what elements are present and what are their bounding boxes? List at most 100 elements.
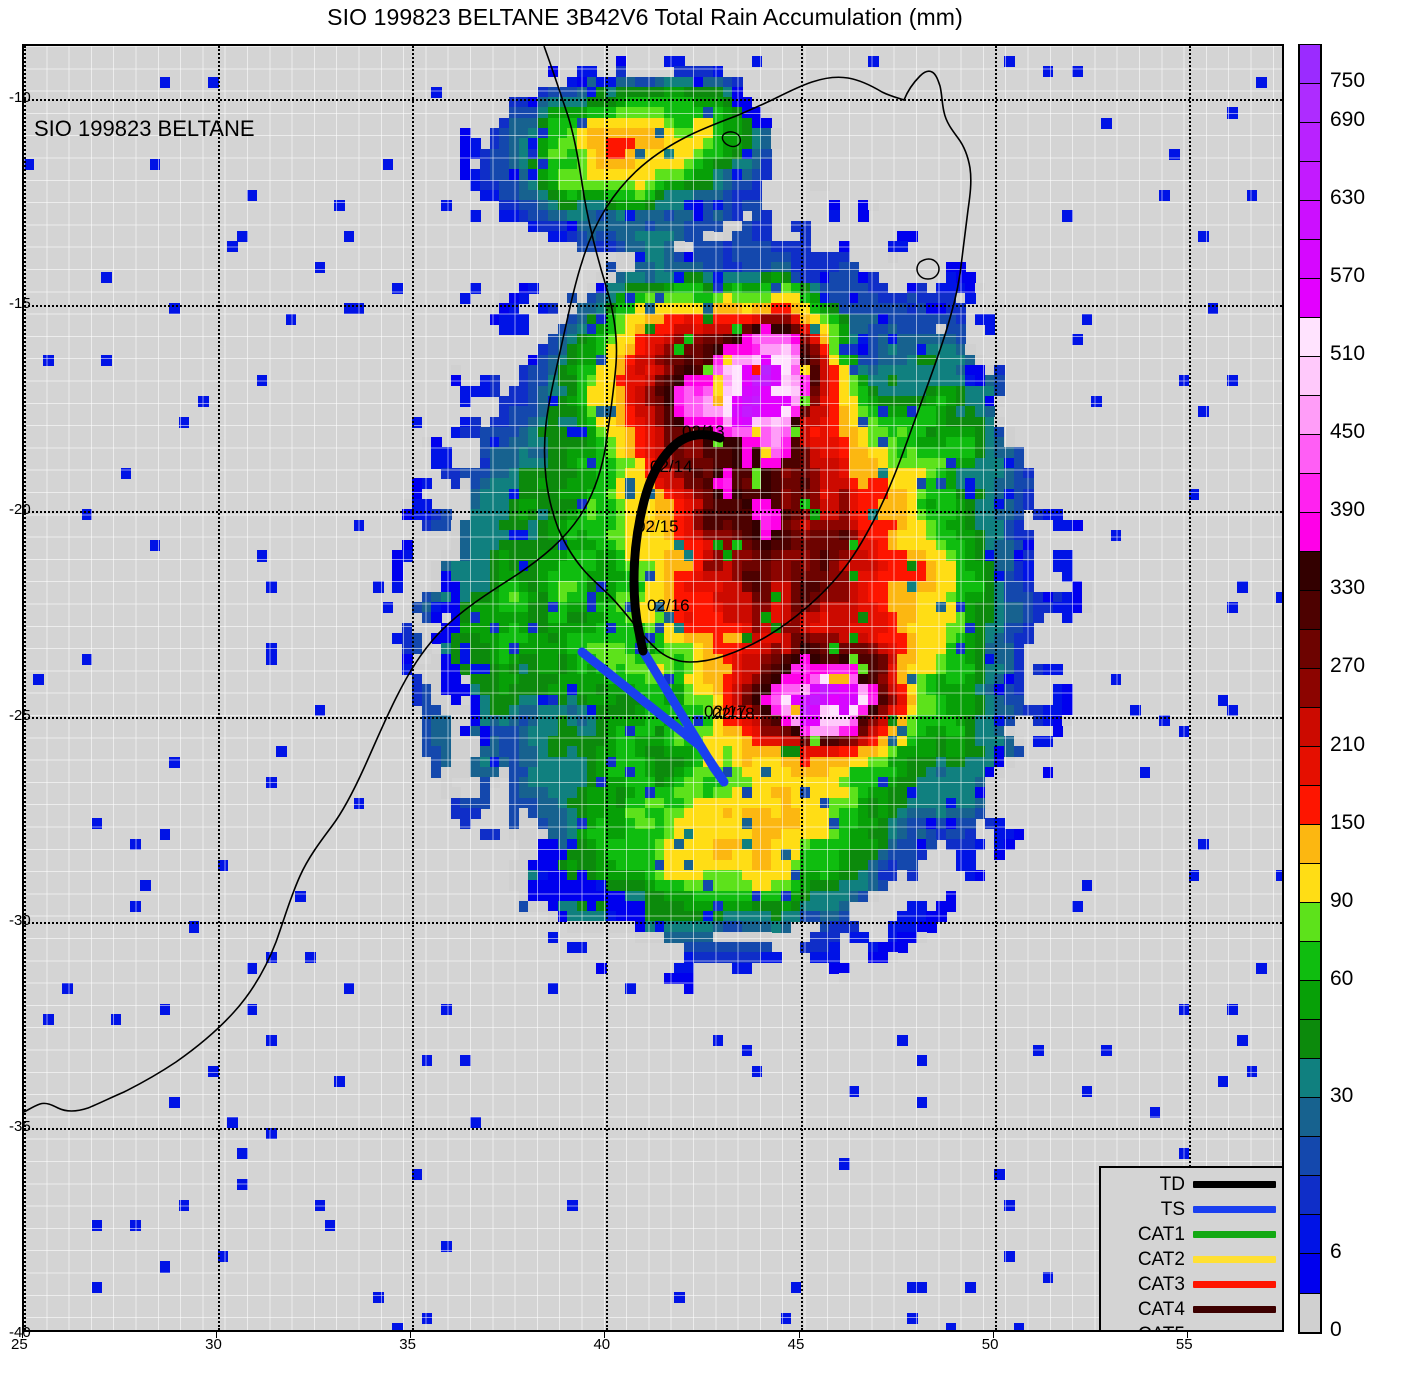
legend-item: CAT5 (1101, 1322, 1276, 1332)
track-date-label: 02/18 (712, 704, 755, 723)
x-tick (22, 1332, 23, 1338)
x-tick (410, 1332, 412, 1338)
x-tick (604, 1332, 606, 1338)
rainfall-grid (24, 46, 1282, 1330)
legend-item-label: CAT2 (1137, 1248, 1185, 1270)
colorbar-tick-label: 30 (1330, 1083, 1354, 1107)
legend-item-swatch (1193, 1256, 1276, 1263)
track-date-label: 02/17 (704, 702, 747, 721)
colorbar-swatch (1299, 1215, 1321, 1255)
y-tick-label: -40 (9, 1324, 31, 1341)
y-tick-label: -35 (9, 1118, 31, 1136)
legend-item-label: CAT5 (1101, 1324, 1193, 1331)
colorbar-swatch (1299, 942, 1321, 982)
colorbar-swatch (1299, 84, 1321, 124)
colorbar-swatch (1299, 825, 1321, 865)
colorbar-tick-label: 0 (1330, 1318, 1342, 1341)
colorbar-swatch (1299, 669, 1321, 709)
colorbar-swatch (1299, 747, 1321, 787)
colorbar-swatch (1299, 1254, 1321, 1294)
x-tick-label: 50 (981, 1336, 999, 1353)
colorbar-swatch (1299, 552, 1321, 592)
legend-item: CAT1 (1101, 1222, 1276, 1247)
legend-item: CAT4 (1101, 1297, 1276, 1322)
legend-item-swatch (1193, 1306, 1276, 1313)
x-tick-label: 30 (205, 1336, 222, 1353)
colorbar-swatch (1299, 1059, 1321, 1099)
colorbar-swatch (1299, 123, 1321, 163)
colorbar-swatch (1299, 474, 1321, 514)
legend-item: CAT3 (1101, 1272, 1276, 1297)
colorbar-tick-label: 150 (1330, 810, 1366, 834)
legend-item: TS (1101, 1197, 1276, 1222)
colorbar-swatch (1299, 318, 1321, 358)
x-tick-label: 55 (1175, 1336, 1193, 1353)
colorbar-tick-label: 630 (1330, 186, 1366, 210)
colorbar-swatch (1299, 1293, 1321, 1333)
legend-item-swatch (1193, 1331, 1276, 1332)
x-tick (216, 1332, 218, 1338)
colorbar-swatch (1299, 1137, 1321, 1177)
colorbar-swatch (1299, 201, 1321, 241)
colorbar-tick-label: 210 (1330, 732, 1366, 756)
colorbar-tick-label: 270 (1330, 654, 1366, 678)
legend-item: TD (1101, 1172, 1276, 1197)
x-tick-label: 25 (11, 1336, 28, 1353)
legend-item-label: CAT3 (1137, 1273, 1185, 1295)
colorbar-swatch (1299, 591, 1321, 631)
colorbar-swatch (1299, 786, 1321, 826)
colorbar-swatch (1299, 435, 1321, 475)
colorbar-tick-label: 90 (1330, 888, 1354, 912)
colorbar-swatch (1299, 279, 1321, 319)
colorbar-swatch (1299, 45, 1321, 85)
colorbar-swatch (1299, 864, 1321, 904)
colorbar (1298, 44, 1322, 1334)
x-tick-label: 40 (593, 1336, 611, 1353)
x-tick (798, 1332, 800, 1338)
colorbar-tick-label: 750 (1330, 69, 1366, 93)
colorbar-tick-label: 60 (1330, 966, 1354, 990)
colorbar-swatch (1299, 903, 1321, 943)
track-date-label: 02/14 (650, 457, 693, 476)
colorbar-swatch (1299, 396, 1321, 436)
legend-item-swatch (1193, 1206, 1276, 1213)
y-tick-label: -25 (9, 706, 31, 724)
page-title: SIO 199823 BELTANE 3B42V6 Total Rain Acc… (327, 4, 963, 30)
colorbar-tick-label: 510 (1330, 342, 1366, 366)
colorbar-tick-label: 450 (1330, 420, 1366, 444)
x-tick-label: 35 (399, 1336, 416, 1353)
colorbar-tick-label: 390 (1330, 498, 1366, 522)
x-tick (1186, 1332, 1188, 1338)
category-legend: TD TS CAT1 CAT2 CAT3 CAT4 CAT5 (1099, 1166, 1282, 1332)
colorbar-swatch (1299, 708, 1321, 748)
storm-annotation: SIO 199823 BELTANE (34, 116, 255, 141)
colorbar-tick-label: 690 (1330, 108, 1366, 132)
colorbar-swatch (1299, 357, 1321, 397)
rainfall-map-panel: 02/13 02/14 02/15 02/16 02/17 02/18 SIO 19982… (22, 44, 1284, 1332)
colorbar-swatch (1299, 981, 1321, 1021)
legend-item-swatch (1193, 1281, 1276, 1288)
y-tick-label: -10 (9, 89, 31, 107)
legend-item-label: CAT4 (1137, 1298, 1185, 1320)
legend-item-label: TD (1159, 1173, 1185, 1195)
legend-item-swatch (1193, 1181, 1276, 1188)
colorbar-swatch (1299, 240, 1321, 280)
y-tick-label: -15 (9, 295, 31, 313)
colorbar-swatch (1299, 630, 1321, 670)
colorbar-tick-label: 330 (1330, 576, 1366, 600)
legend-item-label: CAT1 (1137, 1223, 1185, 1245)
track-date-label: 02/16 (647, 596, 690, 615)
colorbar-swatch (1299, 513, 1321, 553)
colorbar-tick-label: 6 (1330, 1239, 1342, 1263)
colorbar-tick-label: 570 (1330, 264, 1366, 288)
track-date-label: 02/13 (682, 422, 725, 441)
legend-item-swatch (1193, 1231, 1276, 1238)
colorbar-swatch (1299, 1098, 1321, 1138)
colorbar-swatch (1299, 162, 1321, 202)
colorbar-swatch (1299, 1176, 1321, 1216)
y-tick-label: -20 (9, 500, 31, 518)
y-tick-label: -30 (9, 912, 31, 930)
track-date-label: 02/15 (636, 517, 679, 536)
x-tick (992, 1332, 994, 1338)
x-tick-label: 45 (787, 1336, 805, 1353)
